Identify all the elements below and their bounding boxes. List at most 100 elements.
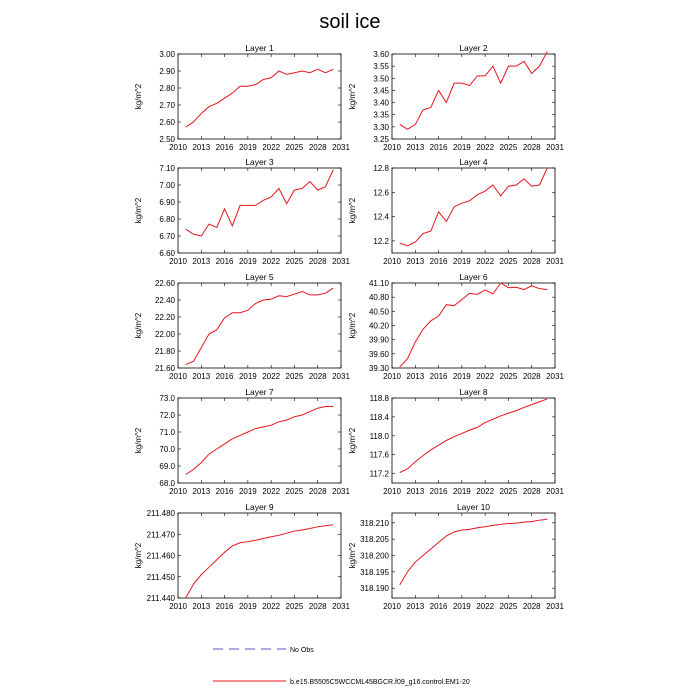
x-tick-label: 2028 (523, 487, 541, 496)
series-line (399, 282, 548, 368)
x-tick-label: 2019 (453, 602, 471, 611)
x-tick-label: 2016 (430, 487, 448, 496)
y-tick-label: 118.8 (370, 394, 390, 403)
x-tick-label: 2010 (169, 487, 187, 496)
y-tick-label: 211.460 (147, 552, 176, 561)
x-tick-label: 2022 (262, 602, 280, 611)
x-tick-label: 2022 (476, 487, 494, 496)
x-tick-label: 2013 (406, 372, 424, 381)
y-tick-label: 12.2 (373, 237, 389, 246)
y-tick-label: 73.0 (159, 394, 175, 403)
y-tick-label: 22.40 (155, 296, 176, 305)
x-tick-label: 2031 (546, 257, 564, 266)
y-tick-label: 318.210 (360, 519, 389, 528)
series-line (399, 518, 548, 586)
x-tick-label: 2010 (169, 372, 187, 381)
y-tick-label: 71.0 (159, 428, 175, 437)
y-tick-label: 70.0 (159, 445, 175, 454)
panel-layer-2: Layer 2 2010 2013 2016 2019 2022 2025 2028 2031 3… (348, 43, 564, 152)
x-tick-label: 2022 (476, 602, 494, 611)
panel-title: Layer 9 (245, 502, 274, 512)
plot-frame (391, 397, 556, 484)
y-tick-label: 2.70 (159, 101, 175, 110)
x-tick-label: 2013 (406, 143, 424, 152)
x-tick-label: 2019 (453, 372, 471, 381)
y-tick-label: 6.90 (159, 198, 175, 207)
x-tick-label: 2019 (239, 487, 257, 496)
y-tick-label: 40.80 (369, 293, 390, 302)
y-tick-label: 6.70 (159, 232, 175, 241)
y-tick-label: 12.6 (373, 188, 389, 197)
x-tick-label: 2019 (453, 143, 471, 152)
plot-frame (391, 167, 556, 254)
panel-layer-8: Layer 8 2010 2013 2016 2019 2022 2025 2028 2031 1… (348, 387, 564, 496)
x-tick-label: 2028 (523, 143, 541, 152)
x-tick-label: 2019 (453, 257, 471, 266)
x-tick-label: 2025 (286, 602, 304, 611)
x-tick-label: 2010 (169, 143, 187, 152)
x-tick-label: 2016 (216, 257, 234, 266)
y-axis-label: kg/m^2 (348, 427, 357, 453)
y-tick-label: 3.25 (373, 135, 389, 144)
y-tick-label: 2.90 (159, 67, 175, 76)
y-tick-label: 40.20 (369, 322, 390, 331)
y-tick-label: 3.60 (373, 50, 389, 59)
x-tick-label: 2028 (309, 143, 327, 152)
y-axis-label: kg/m^2 (348, 312, 357, 338)
x-tick-label: 2022 (476, 257, 494, 266)
y-tick-label: 211.450 (147, 573, 176, 582)
panel-layer-5: Layer 5 2010 2013 2016 2019 2022 2025 2028 2031 2… (134, 272, 350, 381)
y-axis-label: kg/m^2 (348, 83, 357, 109)
y-tick-label: 3.00 (159, 50, 175, 59)
y-tick-label: 21.80 (155, 347, 176, 356)
y-tick-label: 211.440 (147, 594, 176, 603)
x-tick-label: 2025 (500, 602, 518, 611)
y-tick-label: 2.50 (159, 135, 175, 144)
panel-layer-9: Layer 9 2010 2013 2016 2019 2022 2025 2028 2031 2… (134, 502, 350, 611)
y-tick-label: 117.6 (370, 451, 390, 460)
series-line (185, 524, 334, 599)
x-tick-label: 2025 (500, 487, 518, 496)
panel-layer-7: Layer 7 2010 2013 2016 2019 2022 2025 2028 2031 6… (134, 387, 350, 496)
x-tick-label: 2013 (192, 602, 210, 611)
x-tick-label: 2013 (192, 372, 210, 381)
x-tick-label: 2013 (192, 487, 210, 496)
y-tick-label: 7.10 (159, 164, 175, 173)
y-tick-label: 211.470 (147, 530, 176, 539)
x-tick-label: 2013 (192, 143, 210, 152)
y-tick-label: 3.45 (373, 86, 389, 95)
x-tick-label: 2025 (286, 257, 304, 266)
y-tick-label: 39.90 (369, 336, 390, 345)
series-line (399, 398, 548, 474)
panel-layer-10: Layer 10 2010 2013 2016 2019 2022 2025 2028 2031… (348, 502, 564, 611)
y-tick-label: 3.40 (373, 99, 389, 108)
x-tick-label: 2022 (262, 143, 280, 152)
x-tick-label: 2016 (430, 602, 448, 611)
x-tick-label: 2031 (332, 602, 350, 611)
x-tick-label: 2010 (169, 257, 187, 266)
panel-title: Layer 8 (459, 387, 488, 397)
y-tick-label: 118.0 (370, 432, 390, 441)
y-tick-label: 22.60 (155, 279, 176, 288)
legend-obs-label: No Obs (290, 647, 314, 654)
x-tick-label: 2022 (262, 372, 280, 381)
x-tick-label: 2025 (286, 487, 304, 496)
y-tick-label: 318.205 (360, 535, 389, 544)
x-tick-label: 2016 (430, 143, 448, 152)
legend-model-label: b.e15.B5505C5WCCML45BGCR.f09_g16.control… (290, 679, 470, 686)
x-tick-label: 2013 (406, 602, 424, 611)
panel-layer-6: Layer 6 2010 2013 2016 2019 2022 2025 2028 2031 3… (348, 272, 564, 381)
y-tick-label: 41.10 (369, 279, 390, 288)
x-tick-label: 2022 (262, 487, 280, 496)
x-tick-label: 2022 (476, 372, 494, 381)
y-axis-label: kg/m^2 (134, 427, 143, 453)
y-tick-label: 3.50 (373, 74, 389, 83)
panel-layer-4: Layer 4 2010 2013 2016 2019 2022 2025 2028 2031 1… (348, 157, 564, 266)
y-tick-label: 40.50 (369, 307, 390, 316)
x-tick-label: 2031 (332, 372, 350, 381)
x-tick-label: 2022 (476, 143, 494, 152)
y-tick-label: 6.60 (159, 249, 175, 258)
panel-layer-3: Layer 3 2010 2013 2016 2019 2022 2025 2028 2031 6… (134, 157, 350, 266)
panel-title: Layer 3 (245, 157, 274, 167)
series-line (185, 406, 334, 475)
